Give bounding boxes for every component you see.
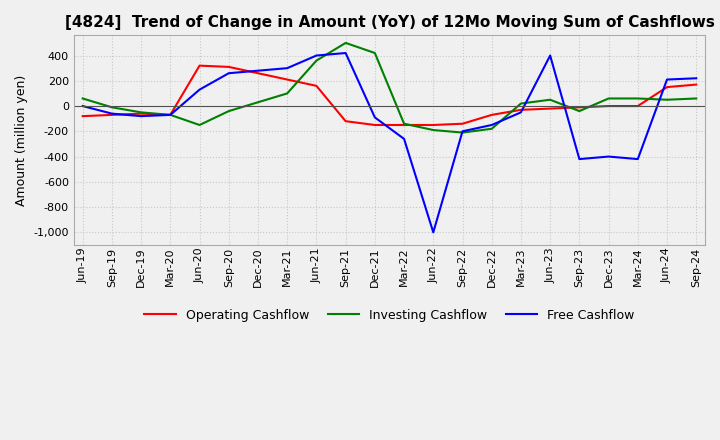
Operating Cashflow bbox=[283, 77, 292, 82]
Investing Cashflow bbox=[487, 126, 496, 132]
Operating Cashflow bbox=[429, 122, 438, 128]
Operating Cashflow bbox=[400, 122, 408, 128]
Free Cashflow bbox=[341, 50, 350, 55]
Investing Cashflow bbox=[107, 105, 116, 110]
Investing Cashflow bbox=[692, 96, 701, 101]
Free Cashflow bbox=[546, 53, 554, 58]
Free Cashflow bbox=[166, 112, 175, 117]
Investing Cashflow bbox=[400, 121, 408, 126]
Investing Cashflow bbox=[253, 99, 262, 105]
Investing Cashflow bbox=[312, 58, 320, 63]
Investing Cashflow bbox=[546, 97, 554, 103]
Free Cashflow bbox=[458, 128, 467, 134]
Operating Cashflow bbox=[341, 118, 350, 124]
Free Cashflow bbox=[575, 157, 584, 162]
Investing Cashflow bbox=[283, 91, 292, 96]
Line: Operating Cashflow: Operating Cashflow bbox=[83, 66, 696, 125]
Operating Cashflow bbox=[166, 112, 175, 117]
Y-axis label: Amount (million yen): Amount (million yen) bbox=[15, 74, 28, 206]
Operating Cashflow bbox=[692, 82, 701, 87]
Title: [4824]  Trend of Change in Amount (YoY) of 12Mo Moving Sum of Cashflows: [4824] Trend of Change in Amount (YoY) o… bbox=[65, 15, 714, 30]
Operating Cashflow bbox=[458, 121, 467, 126]
Investing Cashflow bbox=[137, 110, 145, 115]
Free Cashflow bbox=[107, 111, 116, 116]
Free Cashflow bbox=[692, 76, 701, 81]
Free Cashflow bbox=[487, 122, 496, 128]
Operating Cashflow bbox=[78, 114, 87, 119]
Free Cashflow bbox=[604, 154, 613, 159]
Free Cashflow bbox=[195, 87, 204, 92]
Free Cashflow bbox=[225, 70, 233, 76]
Free Cashflow bbox=[662, 77, 671, 82]
Line: Free Cashflow: Free Cashflow bbox=[83, 53, 696, 232]
Free Cashflow bbox=[400, 136, 408, 142]
Free Cashflow bbox=[253, 68, 262, 73]
Investing Cashflow bbox=[166, 112, 175, 117]
Free Cashflow bbox=[517, 110, 526, 115]
Operating Cashflow bbox=[517, 107, 526, 113]
Investing Cashflow bbox=[634, 96, 642, 101]
Investing Cashflow bbox=[341, 40, 350, 46]
Operating Cashflow bbox=[546, 106, 554, 111]
Investing Cashflow bbox=[604, 96, 613, 101]
Operating Cashflow bbox=[575, 105, 584, 110]
Operating Cashflow bbox=[662, 84, 671, 90]
Free Cashflow bbox=[429, 230, 438, 235]
Free Cashflow bbox=[371, 115, 379, 120]
Operating Cashflow bbox=[371, 122, 379, 128]
Free Cashflow bbox=[78, 103, 87, 109]
Operating Cashflow bbox=[195, 63, 204, 68]
Operating Cashflow bbox=[604, 103, 613, 109]
Investing Cashflow bbox=[458, 130, 467, 135]
Operating Cashflow bbox=[107, 112, 116, 117]
Investing Cashflow bbox=[78, 96, 87, 101]
Investing Cashflow bbox=[575, 108, 584, 114]
Operating Cashflow bbox=[225, 64, 233, 70]
Legend: Operating Cashflow, Investing Cashflow, Free Cashflow: Operating Cashflow, Investing Cashflow, … bbox=[140, 304, 639, 327]
Investing Cashflow bbox=[662, 97, 671, 103]
Line: Investing Cashflow: Investing Cashflow bbox=[83, 43, 696, 132]
Free Cashflow bbox=[283, 66, 292, 71]
Investing Cashflow bbox=[195, 122, 204, 128]
Investing Cashflow bbox=[371, 50, 379, 55]
Investing Cashflow bbox=[517, 101, 526, 106]
Free Cashflow bbox=[312, 53, 320, 58]
Operating Cashflow bbox=[312, 83, 320, 88]
Operating Cashflow bbox=[137, 111, 145, 116]
Operating Cashflow bbox=[487, 112, 496, 117]
Investing Cashflow bbox=[429, 128, 438, 133]
Operating Cashflow bbox=[634, 103, 642, 109]
Investing Cashflow bbox=[225, 108, 233, 114]
Operating Cashflow bbox=[253, 70, 262, 76]
Free Cashflow bbox=[137, 114, 145, 119]
Free Cashflow bbox=[634, 157, 642, 162]
